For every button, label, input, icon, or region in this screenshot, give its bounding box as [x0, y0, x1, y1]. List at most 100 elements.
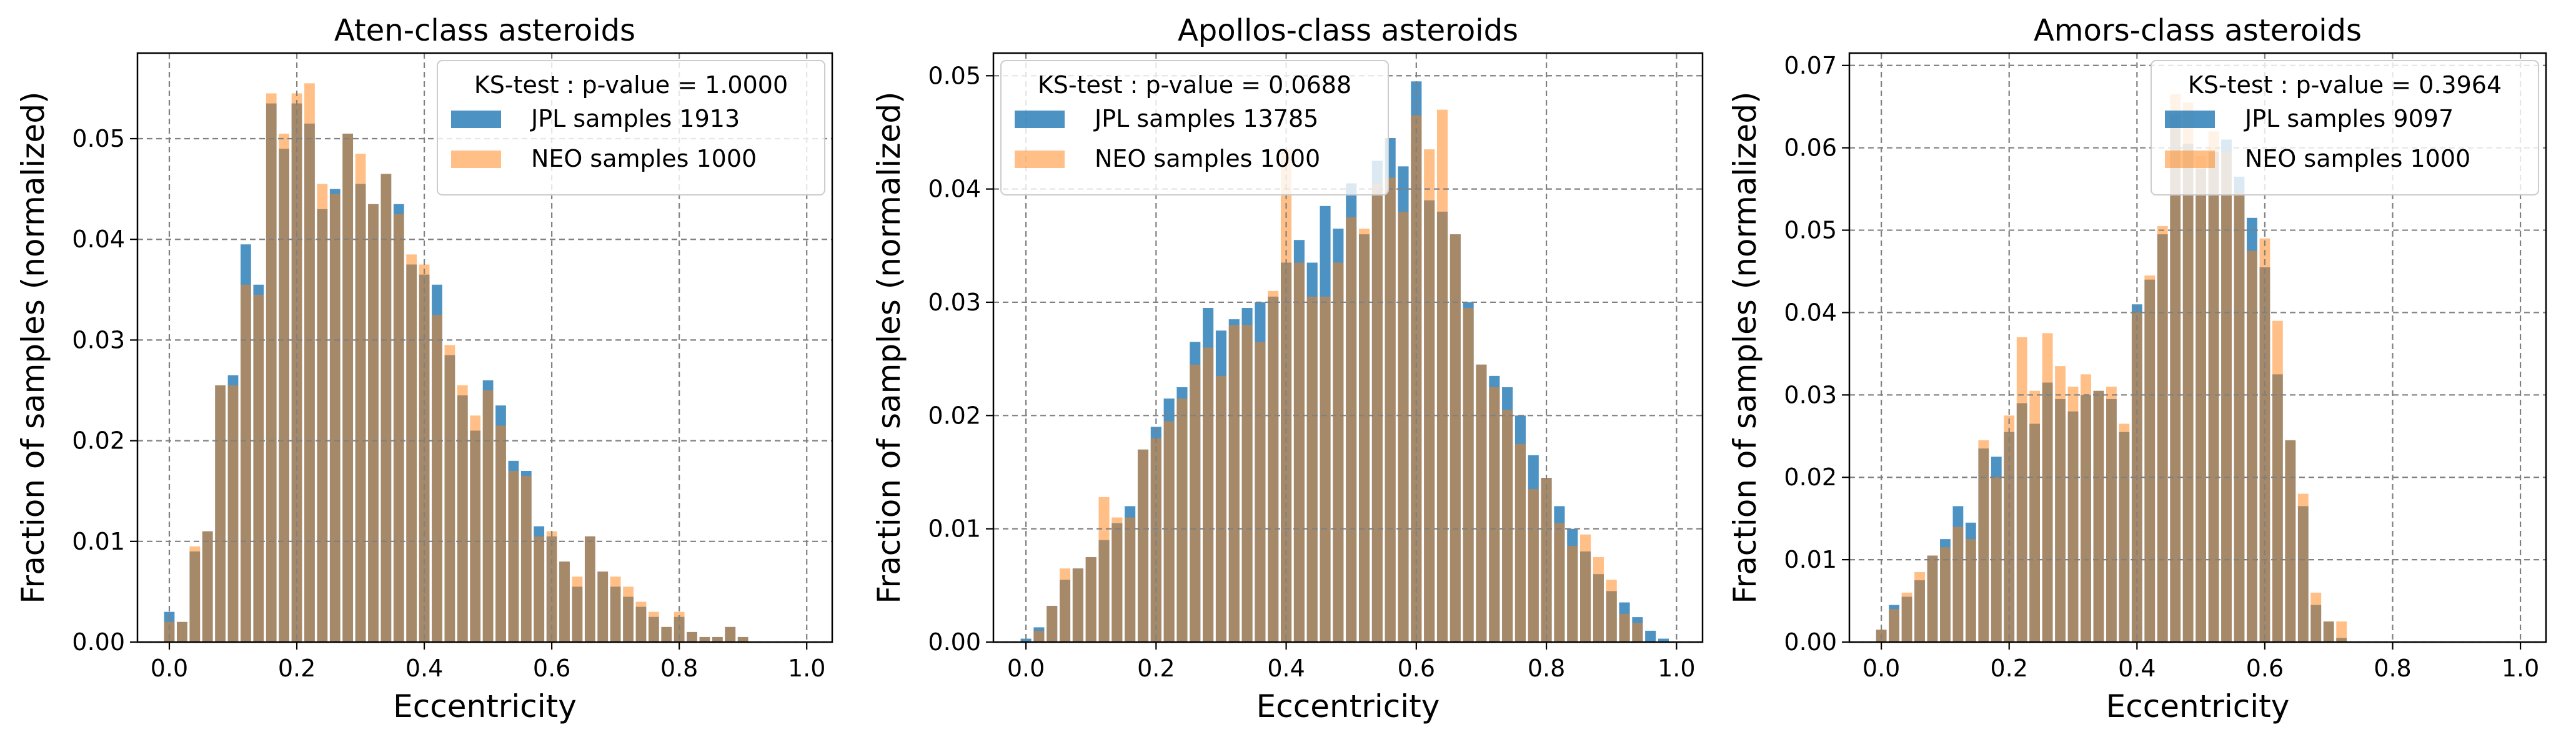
histogram-bar	[1358, 229, 1370, 643]
histogram-bar	[1632, 623, 1643, 642]
histogram-bar	[546, 531, 557, 642]
chart-panel-2: 0.0 0.2 0.4 0.6 0.8 1.0 0.00 0.01 0.02 0.03 0.04 0.…	[871, 13, 1704, 725]
legend-swatch-jpl	[1015, 111, 1065, 128]
legend-box	[437, 60, 825, 195]
histogram-bar	[1424, 149, 1435, 642]
y-axis-label: Fraction of samples (normalized)	[15, 91, 51, 603]
histogram-bar	[661, 626, 672, 642]
histogram-bar	[1952, 527, 1964, 642]
histogram-bar	[253, 294, 264, 642]
histogram-bar	[2323, 621, 2334, 642]
histogram-bar	[1619, 613, 1630, 642]
histogram-bar	[687, 631, 697, 642]
histogram-bar	[1085, 556, 1097, 642]
legend-box	[1000, 60, 1389, 195]
legend: KS-test : p-value = 1.0000 JPL samples 19…	[437, 60, 825, 195]
histogram-bar	[241, 284, 251, 642]
histogram-bar	[508, 470, 519, 642]
chart-title: Apollos-class asteroids	[1178, 13, 1518, 48]
y-tick-label: 0.03	[72, 326, 125, 354]
legend-entry: NEO samples 1000	[1095, 145, 1320, 172]
legend-entry: NEO samples 1000	[2245, 145, 2470, 172]
x-tick-label: 0.0	[151, 655, 188, 682]
histogram-bar	[1991, 477, 2002, 642]
histogram-bar	[1320, 296, 1331, 642]
histogram-bar	[393, 214, 404, 642]
histogram-bar	[1203, 347, 1214, 642]
histogram-bar	[2067, 387, 2079, 642]
histogram-bar	[482, 390, 494, 642]
histogram-bar	[304, 83, 315, 643]
histogram-bar	[1606, 580, 1617, 642]
x-axis-label: Eccentricity	[2106, 688, 2290, 725]
histogram-bar	[1489, 387, 1500, 642]
x-tick-label: 1.0	[2502, 655, 2539, 682]
histogram-bar	[2182, 102, 2194, 642]
histogram-bar	[1593, 556, 1604, 642]
y-tick-label: 0.00	[928, 628, 981, 656]
histogram-bar	[1940, 547, 1951, 642]
legend-title: KS-test : p-value = 0.3964	[2188, 71, 2502, 99]
histogram-bar	[2119, 423, 2130, 642]
histogram-bar	[2310, 592, 2322, 642]
histogram-bar	[1528, 489, 1539, 642]
legend-title: KS-test : p-value = 1.0000	[474, 71, 788, 99]
legend-swatch-jpl	[2165, 111, 2215, 128]
y-tick-label: 0.01	[1784, 546, 1837, 573]
histogram-bar	[227, 385, 239, 642]
legend: KS-test : p-value = 0.0688 JPL samples 13…	[1000, 60, 1389, 195]
histogram-bar	[1914, 571, 1925, 642]
histogram-bar	[1436, 109, 1448, 643]
y-tick-label: 0.02	[1784, 463, 1837, 491]
legend-swatch-neo	[2165, 151, 2215, 168]
histogram-bar	[2016, 337, 2027, 642]
chart-title: Amors-class asteroids	[2034, 13, 2362, 48]
histogram-bar	[2272, 320, 2283, 642]
x-axis-label: Eccentricity	[1256, 688, 1440, 725]
histogram-bar	[2029, 390, 2041, 642]
histogram-bar	[355, 154, 366, 642]
histogram-bar	[2106, 387, 2117, 642]
y-tick-label: 0.05	[72, 125, 125, 152]
histogram-bar	[1098, 497, 1110, 642]
histogram-bar	[2297, 493, 2309, 642]
x-tick-label: 1.0	[1658, 655, 1695, 682]
histogram-bar	[1645, 630, 1656, 642]
histogram-bar	[1371, 183, 1383, 642]
histogram-bar	[266, 93, 277, 643]
histogram-bar	[1567, 545, 1578, 642]
legend-swatch-neo	[1015, 151, 1065, 168]
histogram-bar	[1228, 325, 1240, 642]
histogram-bar	[2247, 250, 2257, 642]
legend-swatch-neo	[451, 151, 501, 168]
histogram-bar	[1190, 364, 1201, 642]
histogram-bar	[737, 636, 748, 642]
histogram-bar	[1072, 568, 1083, 643]
legend-title: KS-test : p-value = 0.0688	[1038, 71, 1351, 99]
histogram-bar	[1163, 421, 1175, 643]
histogram-bar	[2157, 225, 2168, 643]
histogram-bar	[699, 636, 710, 642]
y-tick-label: 0.05	[1784, 217, 1837, 244]
histogram-bar	[380, 174, 392, 642]
y-tick-label: 0.03	[1784, 381, 1837, 408]
histogram-bar	[2336, 621, 2347, 642]
histogram-bar	[1268, 290, 1279, 643]
histogram-bar	[2042, 333, 2053, 642]
histogram-bar	[1965, 539, 1976, 642]
histogram-bar	[559, 561, 570, 642]
series-neo	[1033, 109, 1643, 643]
histogram-bar	[1176, 398, 1188, 642]
histogram-bar	[2055, 366, 2066, 642]
histogram-bar	[1215, 375, 1226, 642]
histogram-bar	[202, 531, 213, 642]
plot-frame	[136, 52, 833, 643]
x-tick-label: 0.2	[1137, 655, 1175, 682]
x-tick-label: 1.0	[788, 655, 825, 682]
y-tick-label: 0.01	[72, 528, 125, 555]
x-tick-label: 0.0	[1862, 655, 1900, 682]
x-tick-label: 0.0	[1007, 655, 1045, 682]
histogram-bar	[610, 576, 621, 642]
histogram-bar	[1385, 177, 1396, 643]
